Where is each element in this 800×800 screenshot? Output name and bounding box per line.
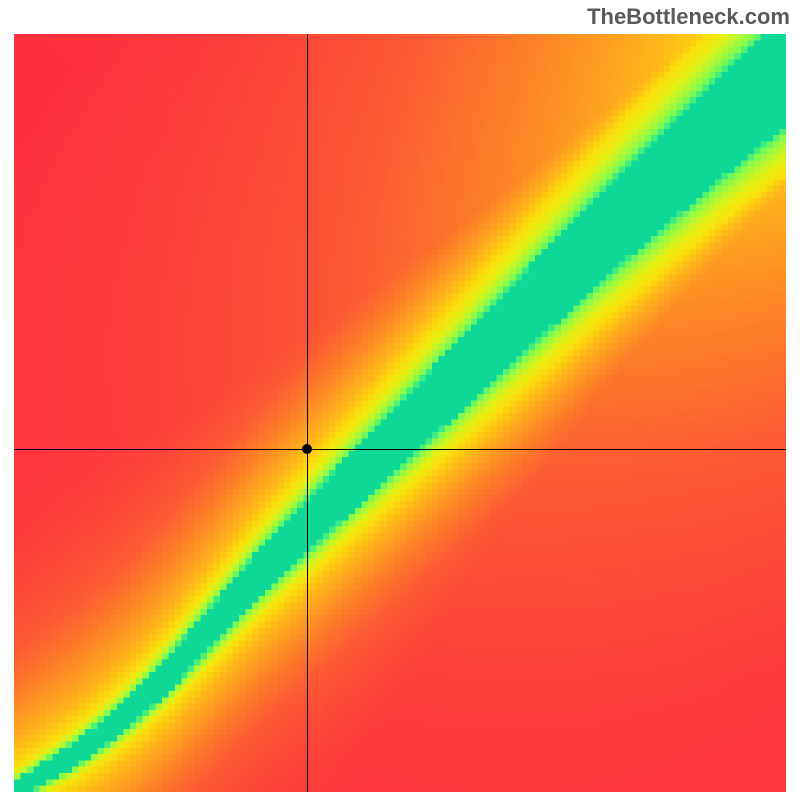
heatmap-canvas xyxy=(14,34,786,792)
marker-dot xyxy=(302,444,312,454)
crosshair-vertical xyxy=(307,34,308,792)
watermark-text: TheBottleneck.com xyxy=(587,4,790,30)
crosshair-horizontal xyxy=(14,449,786,450)
plot-area xyxy=(14,34,786,792)
chart-container: TheBottleneck.com xyxy=(0,0,800,800)
